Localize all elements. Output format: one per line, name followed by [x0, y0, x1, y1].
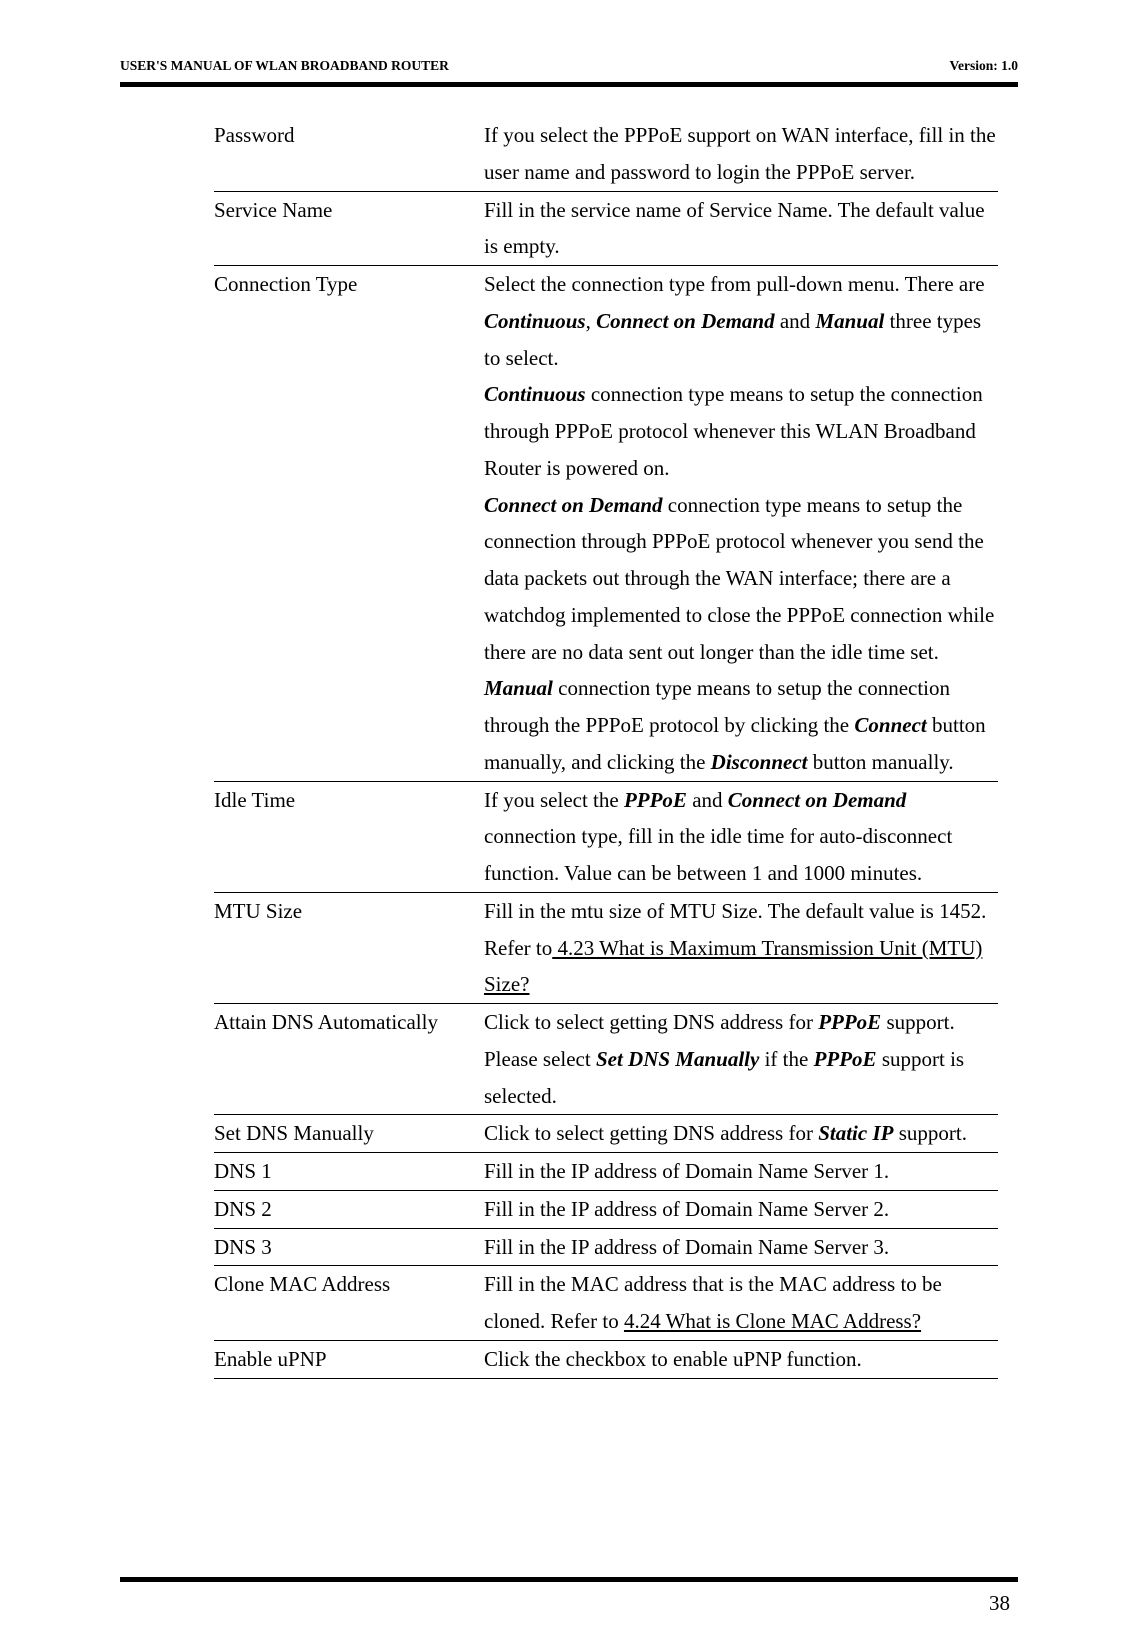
table-row: Set DNS ManuallyClick to select getting …	[214, 1115, 998, 1152]
row-description: Fill in the IP address of Domain Name Se…	[484, 1228, 998, 1265]
row-description: Click the checkbox to enable uPNP functi…	[484, 1340, 998, 1377]
table-row: DNS 1Fill in the IP address of Domain Na…	[214, 1153, 998, 1190]
row-label: Clone MAC Address	[214, 1266, 484, 1340]
row-label: DNS 3	[214, 1228, 484, 1265]
table-row: DNS 3Fill in the IP address of Domain Na…	[214, 1228, 998, 1265]
row-label: Idle Time	[214, 781, 484, 892]
manual-title: USER'S MANUAL OF WLAN BROADBAND ROUTER	[120, 58, 449, 74]
row-description: If you select the PPPoE support on WAN i…	[484, 117, 998, 191]
table-row: Idle TimeIf you select the PPPoE and Con…	[214, 781, 998, 892]
row-label: Password	[214, 117, 484, 191]
row-label: Enable uPNP	[214, 1340, 484, 1377]
row-label: DNS 1	[214, 1153, 484, 1190]
row-description: Fill in the service name of Service Name…	[484, 191, 998, 265]
footer-divider	[120, 1577, 1018, 1582]
table-row: DNS 2Fill in the IP address of Domain Na…	[214, 1190, 998, 1227]
row-description: Fill in the mtu size of MTU Size. The de…	[484, 892, 998, 1003]
table-row: Clone MAC AddressFill in the MAC address…	[214, 1266, 998, 1340]
row-description: If you select the PPPoE and Connect on D…	[484, 781, 998, 892]
row-description: Click to select getting DNS address for …	[484, 1004, 998, 1115]
row-description: Fill in the MAC address that is the MAC …	[484, 1266, 998, 1340]
settings-table: PasswordIf you select the PPPoE support …	[214, 117, 998, 1379]
row-label: Service Name	[214, 191, 484, 265]
row-divider	[214, 1378, 998, 1379]
row-label: Set DNS Manually	[214, 1115, 484, 1152]
table-row: Attain DNS AutomaticallyClick to select …	[214, 1004, 998, 1115]
page-number: 38	[989, 1591, 1010, 1616]
row-label: Attain DNS Automatically	[214, 1004, 484, 1115]
row-label: Connection Type	[214, 266, 484, 781]
table-row: Enable uPNPClick the checkbox to enable …	[214, 1340, 998, 1377]
row-description: Fill in the IP address of Domain Name Se…	[484, 1153, 998, 1190]
table-row: Service NameFill in the service name of …	[214, 191, 998, 265]
row-description: Select the connection type from pull-dow…	[484, 266, 998, 781]
header-divider	[120, 82, 1018, 87]
version-label: Version: 1.0	[949, 58, 1018, 74]
row-label: DNS 2	[214, 1190, 484, 1227]
row-description: Fill in the IP address of Domain Name Se…	[484, 1190, 998, 1227]
table-row: PasswordIf you select the PPPoE support …	[214, 117, 998, 191]
table-row: MTU SizeFill in the mtu size of MTU Size…	[214, 892, 998, 1003]
row-description: Click to select getting DNS address for …	[484, 1115, 998, 1152]
table-row: Connection TypeSelect the connection typ…	[214, 266, 998, 781]
row-label: MTU Size	[214, 892, 484, 1003]
